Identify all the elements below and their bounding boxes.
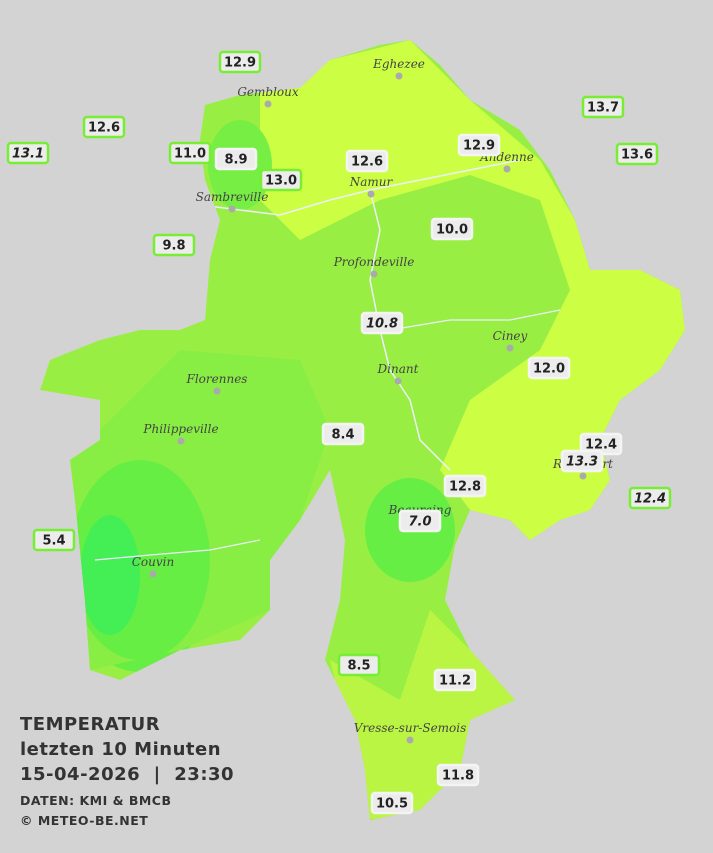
reading-value: 8.9 (224, 153, 247, 168)
reading-box (168, 141, 212, 165)
reading-box (345, 149, 389, 173)
reading-value: 12.9 (463, 139, 495, 154)
reading-value: 12.6 (88, 121, 120, 136)
town-label: Dinant (377, 362, 419, 376)
town-label: Gembloux (237, 85, 299, 99)
zone-south (330, 610, 520, 820)
town-dot (406, 736, 414, 744)
reading-box (560, 449, 604, 473)
reading-box (6, 141, 50, 165)
reading-value: 12.0 (533, 362, 565, 377)
reading-value: 10.5 (376, 797, 408, 812)
reading-box (436, 763, 480, 787)
reading-box (337, 653, 381, 677)
reading-value: 5.4 (42, 534, 65, 549)
copyright: © METEO-BE.NET (20, 813, 149, 828)
reading-box (360, 311, 404, 335)
reading-value: 13.6 (621, 148, 653, 163)
reading-value: 10.8 (366, 317, 398, 332)
town-label: Ciney (493, 329, 528, 343)
reading-value: 7.0 (408, 515, 431, 530)
reading-value: 10.0 (436, 223, 468, 238)
reading-box (259, 168, 303, 192)
reading-box (430, 217, 474, 241)
town-dot (503, 165, 511, 173)
river (369, 189, 451, 471)
reading-box (321, 422, 365, 446)
town-label: Eghezee (372, 57, 425, 71)
town-label: Profondeville (333, 255, 415, 269)
reading-value: 12.6 (351, 155, 383, 170)
reading-value: 11.0 (174, 147, 206, 162)
reading-box (32, 528, 76, 552)
town-dot (177, 437, 185, 445)
reading-value: 12.8 (449, 480, 481, 495)
reading-value: 12.4 (585, 438, 617, 453)
reading-box (370, 791, 414, 815)
reading-value: 9.8 (162, 239, 185, 254)
town-label: Vresse-sur-Semois (354, 721, 467, 735)
town-dot (506, 344, 514, 352)
town-dot (394, 377, 402, 385)
river (94, 539, 261, 561)
reading-box (443, 474, 487, 498)
title-line: 15-04-2026 | 23:30 (20, 764, 235, 785)
river (199, 159, 521, 216)
town-label: Couvin (132, 555, 174, 569)
reading-box (398, 509, 442, 533)
title-line: letzten 10 Minuten (20, 739, 222, 760)
reading-value: 13.0 (265, 174, 297, 189)
reading-box (615, 142, 659, 166)
town-dot (228, 205, 236, 213)
reading-box (214, 147, 258, 171)
town-dot (579, 472, 587, 480)
town-dot (149, 570, 157, 578)
reading-box (581, 95, 625, 119)
reading-box (433, 668, 477, 692)
reading-box (527, 356, 571, 380)
reading-value: 13.3 (566, 455, 598, 470)
river (389, 309, 561, 331)
reading-value: 13.7 (587, 101, 619, 116)
source: DATEN: KMI & BMCB (20, 793, 172, 808)
reading-value: 13.1 (12, 147, 44, 162)
reading-box (218, 50, 262, 74)
reading-value: 11.8 (442, 769, 474, 784)
town-dot (367, 190, 375, 198)
reading-box (628, 486, 672, 510)
town-label: Florennes (186, 372, 248, 386)
town-label: Philippeville (142, 422, 218, 436)
town-dot (213, 387, 221, 395)
legend: TEMPERATUR letzten 10 Minuten 15-04-2026… (20, 712, 234, 831)
reading-value: 11.2 (439, 674, 471, 689)
reading-box (82, 115, 126, 139)
reading-value: 8.4 (331, 428, 354, 443)
town-label: Namur (349, 175, 394, 189)
title-line: TEMPERATUR (20, 714, 161, 735)
reading-box (457, 133, 501, 157)
reading-value: 12.9 (224, 56, 256, 71)
town-dot (264, 100, 272, 108)
reading-value: 12.4 (634, 492, 666, 507)
reading-value: 8.5 (347, 659, 370, 674)
town-dot (370, 270, 378, 278)
town-label: Sambreville (196, 190, 269, 204)
zone-coldest (80, 515, 140, 635)
reading-box (152, 233, 196, 257)
town-dot (395, 72, 403, 80)
